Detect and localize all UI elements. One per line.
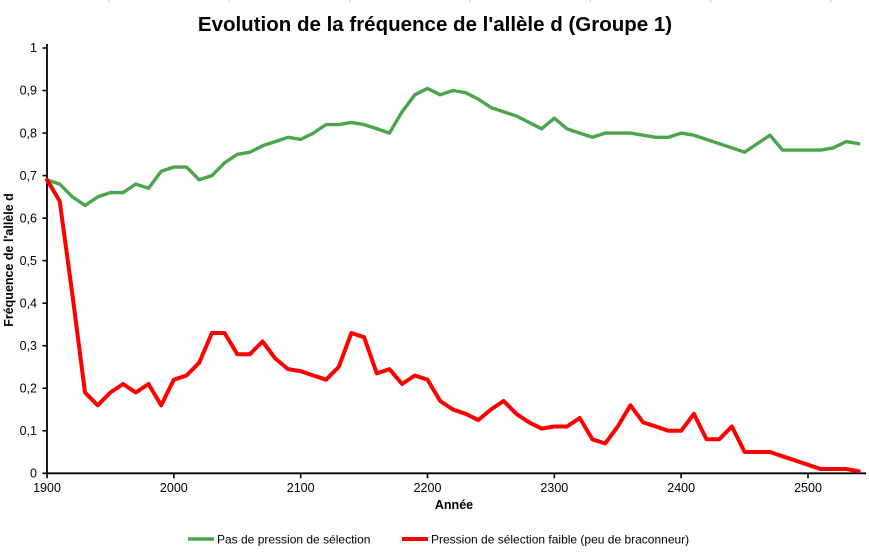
- legend: Pas de pression de sélection Pression de…: [188, 533, 689, 547]
- x-tick-label: 1900: [33, 481, 61, 495]
- x-tick-label: 2300: [540, 481, 568, 495]
- x-tick-label: 2000: [160, 481, 188, 495]
- y-axis-title: Fréquence de l'allèle d: [2, 193, 16, 327]
- y-tick-label: 0,8: [20, 126, 37, 140]
- y-tick-label: 0,7: [20, 169, 37, 183]
- y-tick-label: 0,6: [20, 211, 37, 225]
- top-crop-marks: [108, 0, 832, 3]
- x-tick-label: 2200: [414, 481, 442, 495]
- x-tick-label: 2500: [794, 481, 822, 495]
- x-tick-label: 2100: [287, 481, 315, 495]
- y-tick-label: 0,3: [20, 339, 37, 353]
- x-tick-label: 2400: [667, 481, 695, 495]
- y-tick-label: 0,2: [20, 381, 37, 395]
- legend-label-no-selection: Pas de pression de sélection: [217, 533, 370, 547]
- legend-label-weak-selection: Pression de sélection faible (peu de bra…: [431, 533, 689, 547]
- x-axis-title: Année: [435, 498, 473, 512]
- y-tick-label: 0,9: [20, 84, 37, 98]
- series-line-1: [45, 177, 861, 474]
- y-tick-label: 0,1: [20, 424, 37, 438]
- y-tick-label: 1: [30, 41, 37, 55]
- y-tick-label: 0: [30, 467, 37, 481]
- series-line-0: [45, 86, 861, 208]
- y-tick-label: 0,5: [20, 254, 37, 268]
- chart-title: Evolution de la fréquence de l'allèle d …: [198, 13, 672, 36]
- y-tick-label: 0,4: [20, 296, 37, 310]
- plot-area: 1900 2000 2100 2200 2300 2400 2500 0 0,1 0,2 0,3 0,…: [20, 41, 866, 495]
